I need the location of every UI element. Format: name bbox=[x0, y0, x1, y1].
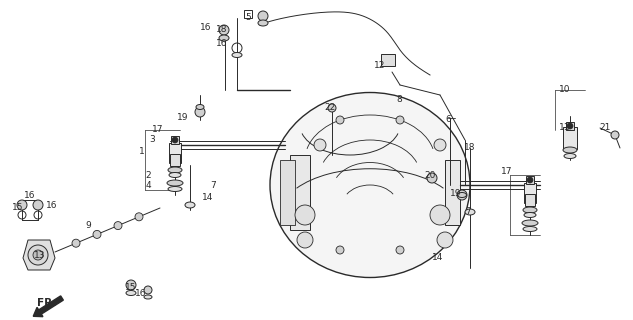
Text: 18: 18 bbox=[464, 143, 476, 153]
Circle shape bbox=[258, 11, 268, 21]
Bar bbox=[381, 54, 395, 66]
Circle shape bbox=[72, 239, 80, 247]
Text: 11: 11 bbox=[559, 124, 571, 132]
Ellipse shape bbox=[523, 227, 537, 231]
Circle shape bbox=[611, 131, 619, 139]
Text: 20: 20 bbox=[424, 171, 436, 180]
Bar bbox=[563, 127, 577, 149]
Ellipse shape bbox=[185, 202, 195, 208]
Text: 16: 16 bbox=[200, 23, 212, 33]
Ellipse shape bbox=[270, 92, 470, 277]
Polygon shape bbox=[280, 160, 295, 225]
Text: 19: 19 bbox=[177, 114, 189, 123]
Ellipse shape bbox=[168, 167, 182, 173]
Text: 21: 21 bbox=[599, 124, 611, 132]
Text: 14: 14 bbox=[203, 194, 214, 203]
Text: 16: 16 bbox=[216, 38, 228, 47]
Circle shape bbox=[219, 25, 229, 35]
Circle shape bbox=[328, 104, 336, 112]
Text: 6: 6 bbox=[445, 116, 451, 124]
Ellipse shape bbox=[522, 220, 538, 226]
Text: 16: 16 bbox=[24, 190, 35, 199]
Circle shape bbox=[427, 173, 437, 183]
Circle shape bbox=[314, 139, 326, 151]
Text: 7: 7 bbox=[465, 206, 471, 215]
Ellipse shape bbox=[144, 295, 152, 299]
Bar bbox=[526, 176, 534, 184]
Circle shape bbox=[567, 123, 573, 129]
Ellipse shape bbox=[465, 209, 475, 215]
Text: 14: 14 bbox=[432, 253, 444, 262]
Text: 18: 18 bbox=[216, 26, 228, 35]
Circle shape bbox=[195, 107, 205, 117]
Circle shape bbox=[437, 232, 453, 248]
Text: FR.: FR. bbox=[37, 298, 57, 308]
Text: 16: 16 bbox=[135, 289, 147, 298]
Polygon shape bbox=[445, 160, 460, 225]
Circle shape bbox=[336, 246, 344, 254]
Ellipse shape bbox=[126, 291, 136, 295]
Circle shape bbox=[396, 246, 404, 254]
Bar bbox=[171, 136, 179, 144]
Text: 8: 8 bbox=[396, 95, 402, 105]
Text: 22: 22 bbox=[324, 103, 335, 113]
Circle shape bbox=[126, 280, 136, 290]
Ellipse shape bbox=[219, 35, 229, 41]
Circle shape bbox=[172, 137, 178, 143]
Circle shape bbox=[336, 116, 344, 124]
Circle shape bbox=[93, 230, 101, 238]
Ellipse shape bbox=[524, 212, 536, 218]
Polygon shape bbox=[23, 240, 55, 270]
Ellipse shape bbox=[196, 105, 204, 109]
Circle shape bbox=[28, 245, 48, 265]
Ellipse shape bbox=[523, 207, 537, 213]
Circle shape bbox=[297, 232, 313, 248]
Text: 9: 9 bbox=[85, 220, 91, 229]
Circle shape bbox=[17, 200, 27, 210]
Text: 12: 12 bbox=[374, 61, 385, 70]
Text: 13: 13 bbox=[34, 251, 46, 260]
Circle shape bbox=[295, 205, 315, 225]
Ellipse shape bbox=[564, 154, 576, 158]
Circle shape bbox=[527, 177, 533, 183]
Circle shape bbox=[144, 286, 152, 294]
Text: 19: 19 bbox=[450, 188, 461, 197]
Text: 17: 17 bbox=[153, 125, 164, 134]
Ellipse shape bbox=[168, 187, 182, 191]
Polygon shape bbox=[290, 155, 310, 230]
Circle shape bbox=[33, 200, 43, 210]
Ellipse shape bbox=[563, 147, 577, 153]
Circle shape bbox=[396, 116, 404, 124]
Text: 1: 1 bbox=[139, 148, 145, 156]
Circle shape bbox=[457, 190, 467, 200]
Text: 4: 4 bbox=[145, 181, 151, 190]
Text: 15: 15 bbox=[12, 204, 24, 212]
Circle shape bbox=[114, 221, 122, 230]
Ellipse shape bbox=[167, 180, 183, 186]
Bar bbox=[170, 154, 180, 166]
Text: 15: 15 bbox=[125, 284, 137, 292]
Ellipse shape bbox=[232, 52, 242, 58]
Ellipse shape bbox=[169, 172, 181, 178]
Text: 16: 16 bbox=[46, 201, 58, 210]
Text: 7: 7 bbox=[210, 180, 216, 189]
Circle shape bbox=[135, 213, 143, 221]
Bar bbox=[524, 183, 536, 203]
Text: 5: 5 bbox=[245, 13, 251, 22]
Bar bbox=[525, 194, 535, 206]
Text: 10: 10 bbox=[559, 85, 571, 94]
Bar bbox=[244, 10, 252, 18]
Circle shape bbox=[430, 205, 450, 225]
Ellipse shape bbox=[258, 20, 268, 26]
Text: 3: 3 bbox=[149, 135, 155, 145]
Bar bbox=[566, 122, 574, 130]
FancyArrow shape bbox=[34, 296, 63, 317]
Text: 17: 17 bbox=[501, 167, 513, 177]
Circle shape bbox=[434, 139, 446, 151]
Bar bbox=[169, 143, 181, 163]
Circle shape bbox=[33, 250, 43, 260]
Text: 2: 2 bbox=[145, 171, 151, 180]
